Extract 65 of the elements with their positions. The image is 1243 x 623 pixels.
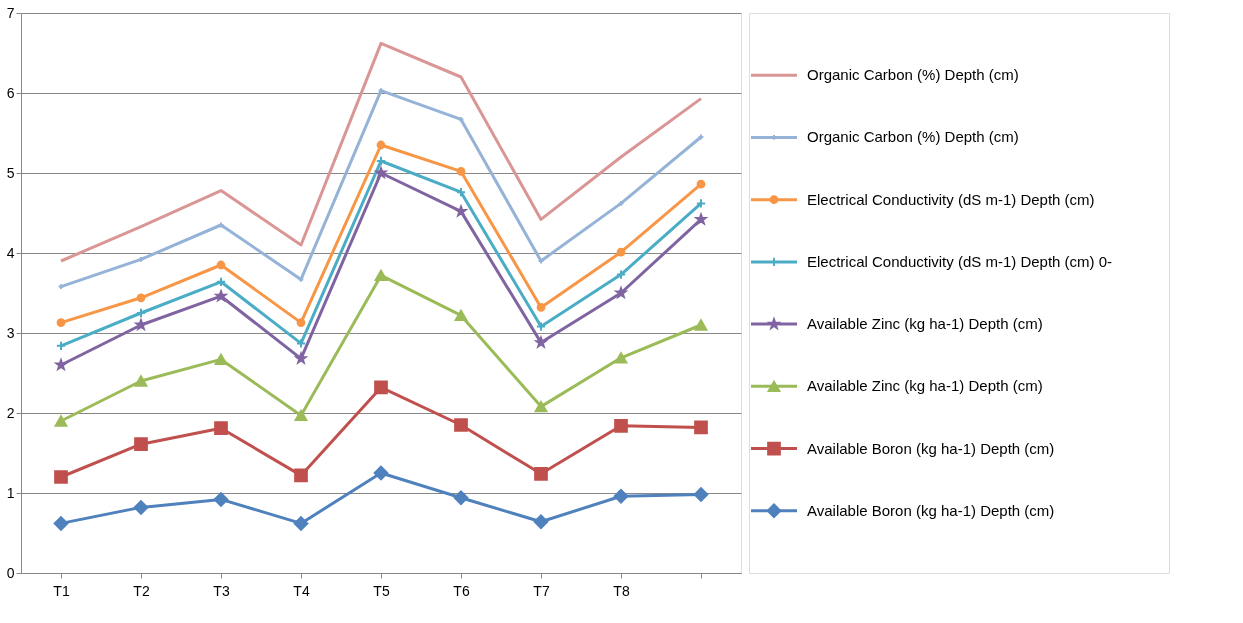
point <box>376 140 386 150</box>
x-tick-label: T7 <box>533 582 550 599</box>
point <box>214 353 228 366</box>
legend-label: Organic Carbon (%) Depth (cm) <box>807 66 1019 84</box>
point <box>454 309 468 322</box>
y-tick-label: 1 <box>6 484 15 501</box>
legend-label: Available Zinc (kg ha-1) Depth (cm) <box>807 377 1043 395</box>
point <box>214 421 228 436</box>
x-tick-label: T8 <box>613 582 630 599</box>
legend-label: Electrical Conductivity (dS m-1) Depth (cm) 0- <box>807 252 1113 270</box>
point <box>534 400 548 413</box>
point <box>213 492 229 507</box>
point <box>534 466 548 481</box>
point <box>134 437 148 452</box>
point <box>696 179 706 189</box>
point <box>294 409 308 422</box>
point <box>694 319 708 331</box>
point <box>293 516 309 531</box>
point <box>535 321 547 332</box>
point <box>694 420 708 435</box>
x-tick-label: T1 <box>53 582 70 599</box>
x-tick-label: T3 <box>213 582 230 599</box>
point <box>56 318 66 327</box>
line-series <box>59 41 703 263</box>
x-tick-label: T5 <box>373 582 390 599</box>
point <box>374 269 388 282</box>
y-tick-label: 5 <box>6 164 15 181</box>
y-tick-label: 7 <box>6 4 15 21</box>
x-tick-label: T2 <box>133 582 150 599</box>
x-tick-label: T4 <box>293 582 310 599</box>
point <box>374 380 388 395</box>
point <box>614 352 628 364</box>
y-tick-label: 0 <box>6 564 15 581</box>
point <box>613 488 629 504</box>
point <box>54 470 68 484</box>
point <box>54 415 68 427</box>
legend-label: Organic Carbon (%) Depth (cm) <box>807 128 1019 146</box>
point <box>614 418 628 433</box>
legend-label: Available Boron (kg ha-1) Depth (cm) <box>807 501 1055 519</box>
point <box>296 318 306 327</box>
point <box>53 516 69 531</box>
point <box>295 338 307 349</box>
point <box>533 514 549 530</box>
point <box>133 500 149 515</box>
point <box>373 465 389 481</box>
point <box>615 269 627 280</box>
point <box>536 303 546 312</box>
legend-label: Electrical Conductivity (dS m-1) Depth (cm) <box>807 190 1095 208</box>
y-tick-label: 6 <box>6 84 15 101</box>
point <box>456 167 466 176</box>
point <box>693 487 709 502</box>
point <box>695 198 707 209</box>
y-tick-label: 4 <box>6 244 15 261</box>
point <box>453 490 469 506</box>
legend-label: Available Boron (kg ha-1) Depth (cm) <box>807 439 1055 457</box>
point <box>616 247 626 257</box>
legend-label: Available Zinc (kg ha-1) Depth (cm) <box>807 315 1043 333</box>
x-tick-label: T6 <box>453 582 470 599</box>
y-tick-label: 3 <box>6 324 15 341</box>
point <box>454 418 468 432</box>
y-tick-label: 2 <box>6 404 15 421</box>
point <box>294 468 308 483</box>
point <box>216 260 226 270</box>
point <box>134 375 148 387</box>
point <box>136 293 146 303</box>
